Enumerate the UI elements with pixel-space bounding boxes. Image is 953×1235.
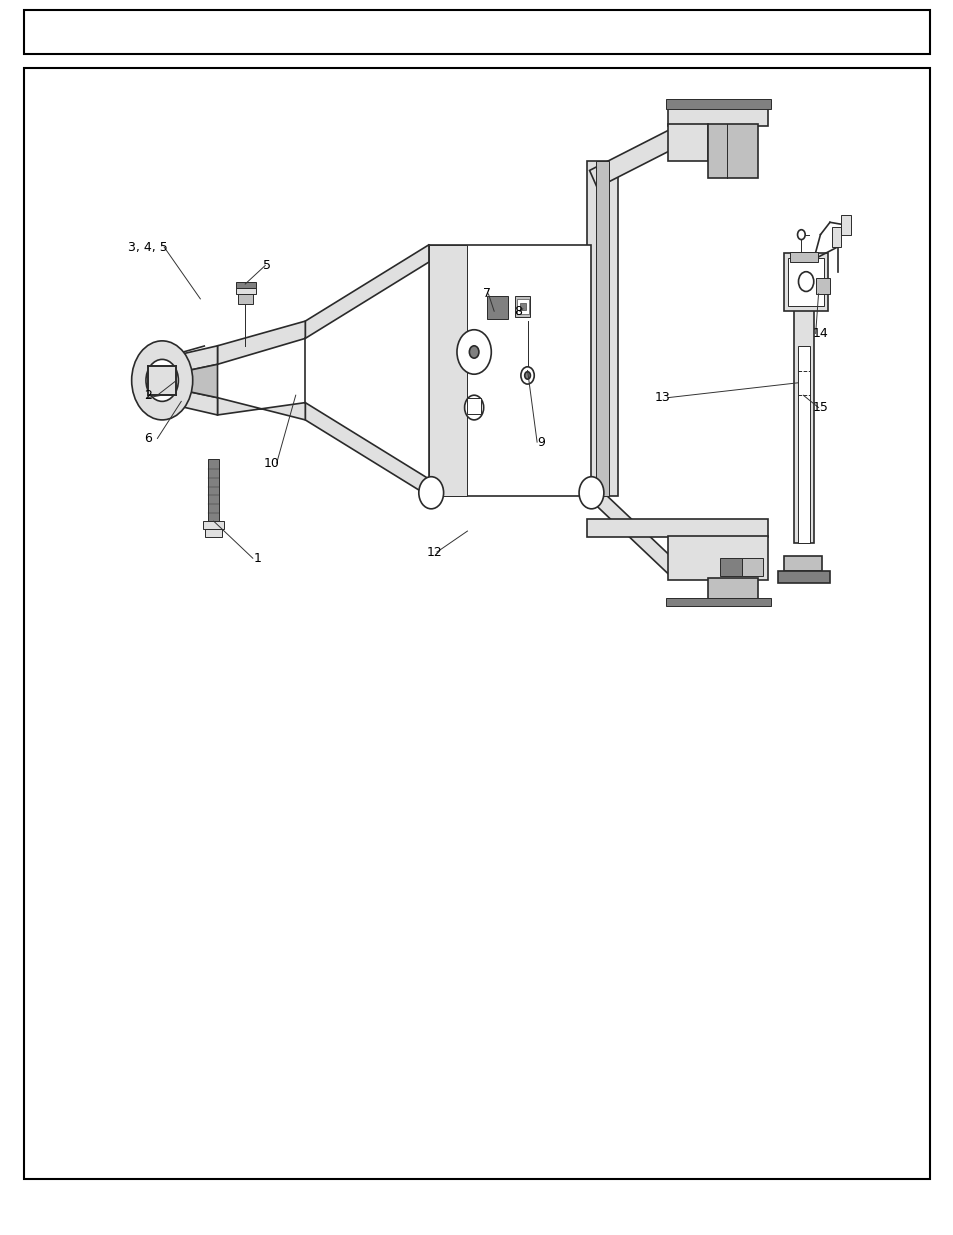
Polygon shape	[208, 459, 219, 521]
Polygon shape	[667, 536, 767, 580]
Text: 6: 6	[144, 432, 152, 445]
Text: 2: 2	[144, 389, 152, 401]
Polygon shape	[815, 278, 829, 294]
Polygon shape	[797, 346, 809, 543]
Polygon shape	[235, 282, 255, 288]
Polygon shape	[519, 303, 525, 310]
Polygon shape	[586, 161, 618, 496]
Text: 8: 8	[514, 305, 521, 317]
Circle shape	[132, 341, 193, 420]
Polygon shape	[707, 124, 758, 178]
Polygon shape	[783, 556, 821, 571]
Circle shape	[418, 477, 443, 509]
Circle shape	[520, 367, 534, 384]
Polygon shape	[429, 245, 591, 496]
Polygon shape	[789, 252, 817, 262]
Polygon shape	[429, 245, 467, 496]
Text: 9: 9	[537, 436, 544, 448]
Circle shape	[524, 372, 530, 379]
Polygon shape	[777, 571, 829, 583]
Polygon shape	[741, 558, 762, 576]
Text: 3, 4, 5: 3, 4, 5	[128, 241, 168, 253]
Bar	[24, 10, 929, 54]
Polygon shape	[665, 598, 770, 606]
Polygon shape	[487, 296, 508, 319]
Polygon shape	[176, 364, 217, 398]
Polygon shape	[238, 294, 253, 304]
Polygon shape	[841, 215, 850, 235]
Text: 12: 12	[426, 546, 441, 558]
Polygon shape	[174, 346, 217, 373]
Circle shape	[798, 272, 813, 291]
Polygon shape	[217, 398, 305, 420]
Polygon shape	[665, 99, 770, 109]
Circle shape	[578, 477, 603, 509]
Polygon shape	[217, 321, 305, 364]
Polygon shape	[148, 366, 176, 395]
Polygon shape	[596, 161, 608, 496]
Text: 13: 13	[655, 391, 670, 404]
Polygon shape	[305, 403, 429, 496]
Text: 7: 7	[482, 288, 490, 300]
Polygon shape	[793, 259, 813, 543]
Polygon shape	[235, 288, 255, 294]
Circle shape	[797, 230, 804, 240]
Polygon shape	[467, 398, 480, 414]
Polygon shape	[174, 389, 217, 415]
Polygon shape	[831, 227, 841, 247]
Circle shape	[464, 395, 483, 420]
Polygon shape	[707, 578, 758, 599]
Polygon shape	[515, 296, 530, 317]
Polygon shape	[205, 529, 222, 537]
Polygon shape	[586, 483, 679, 578]
Text: 10: 10	[264, 457, 279, 469]
Polygon shape	[720, 558, 741, 576]
Polygon shape	[586, 519, 767, 537]
Polygon shape	[305, 245, 429, 338]
Circle shape	[469, 346, 478, 358]
Circle shape	[146, 359, 178, 401]
Circle shape	[456, 330, 491, 374]
Polygon shape	[783, 253, 827, 311]
Text: 5: 5	[263, 259, 271, 272]
Polygon shape	[203, 521, 224, 529]
Text: 14: 14	[812, 327, 827, 340]
Polygon shape	[667, 106, 767, 126]
Polygon shape	[787, 258, 823, 306]
Polygon shape	[174, 346, 205, 354]
Polygon shape	[517, 299, 528, 314]
Text: 15: 15	[812, 401, 827, 414]
Polygon shape	[667, 124, 707, 161]
Text: 1: 1	[253, 552, 261, 564]
Polygon shape	[589, 111, 713, 188]
